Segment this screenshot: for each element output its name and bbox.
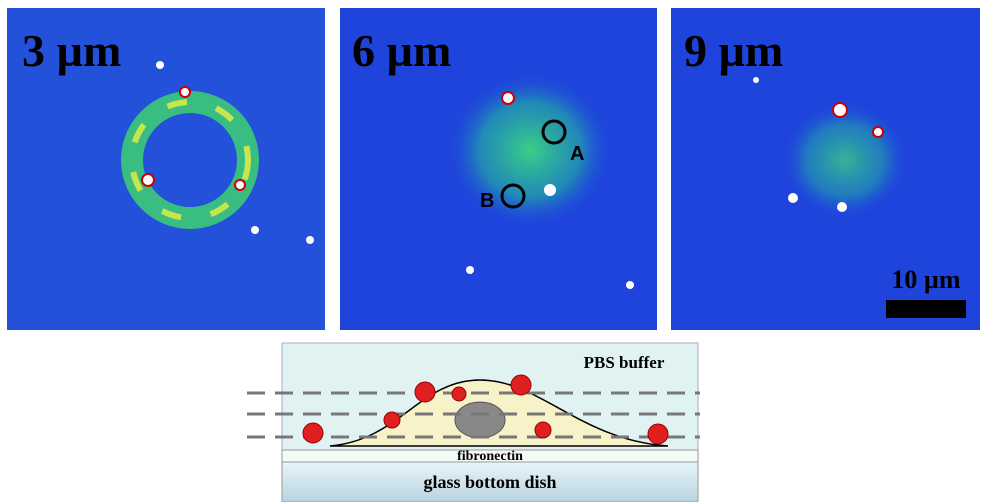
spot <box>235 180 245 190</box>
spot <box>626 281 634 289</box>
panel-label: 6 µm <box>352 25 451 76</box>
marker-label: A <box>570 143 584 165</box>
spot <box>251 226 259 234</box>
particle <box>648 424 668 444</box>
schematic: PBS buffer fibronectin glass bottom dish <box>247 343 700 502</box>
particle <box>535 422 551 438</box>
coating-label: fibronectin <box>457 449 523 464</box>
spot <box>142 174 154 186</box>
spot <box>873 127 883 137</box>
panel-3um: 3 µm <box>7 8 325 330</box>
scale-bar <box>886 300 966 318</box>
particle <box>303 423 323 443</box>
spot <box>833 103 847 117</box>
spot <box>180 87 190 97</box>
spot <box>544 184 556 196</box>
panel-label: 9 µm <box>684 25 783 76</box>
spot <box>466 266 474 274</box>
spot <box>753 77 759 83</box>
scale-bar-label: 10 µm <box>891 265 960 294</box>
panel-label: 3 µm <box>22 25 121 76</box>
spot <box>156 61 164 69</box>
medium-label: PBS buffer <box>584 353 665 372</box>
panel-9um: 10 µm 9 µm <box>671 8 980 330</box>
spot <box>306 236 314 244</box>
cell-glow <box>445 70 615 230</box>
spot <box>788 193 798 203</box>
spot <box>502 92 514 104</box>
particle <box>384 412 400 428</box>
particle <box>511 375 531 395</box>
nucleus <box>455 402 505 438</box>
particle <box>452 387 466 401</box>
substrate-label: glass bottom dish <box>423 472 556 492</box>
spot <box>837 202 847 212</box>
particle <box>415 382 435 402</box>
figure: 3 µm A B 6 µm 10 µm 9 µm <box>0 0 981 502</box>
marker-label: B <box>480 190 494 212</box>
panel-6um: A B 6 µm <box>340 8 657 330</box>
cell-glow <box>780 100 910 220</box>
